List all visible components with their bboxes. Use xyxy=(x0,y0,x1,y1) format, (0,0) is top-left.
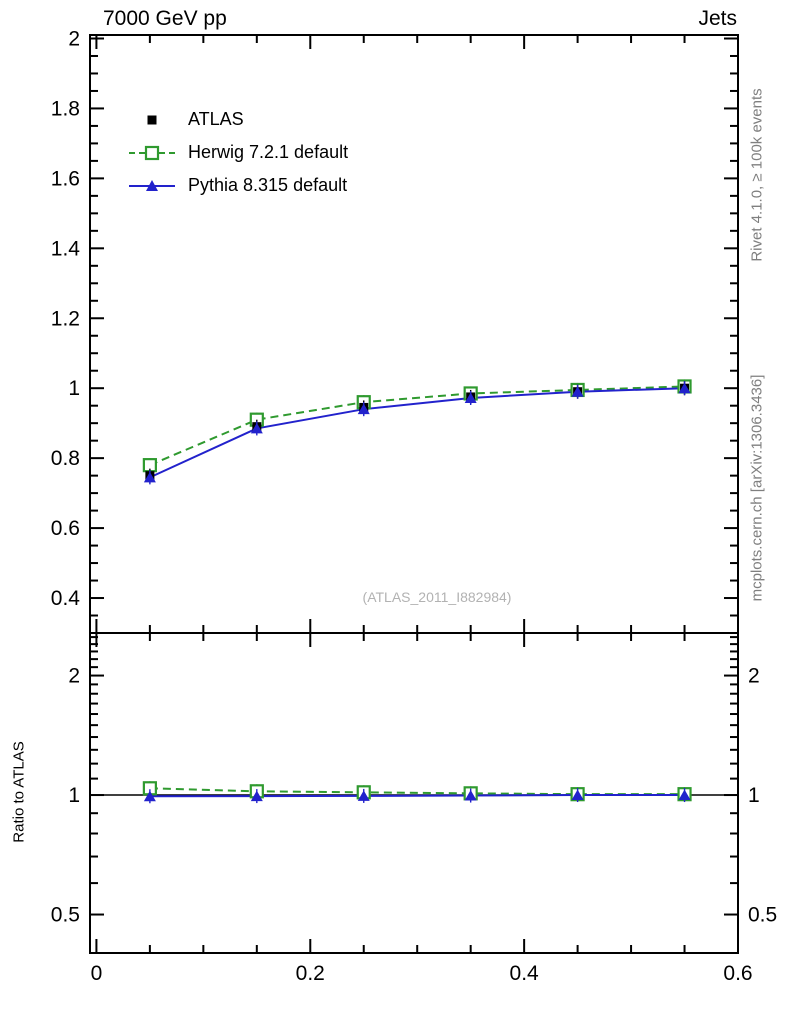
main-y-tick-label: 1.6 xyxy=(51,167,80,190)
data-point-marker xyxy=(571,789,584,801)
main-y-tick-label: 1 xyxy=(68,377,80,400)
series-line-main xyxy=(149,385,685,467)
data-point-marker xyxy=(357,790,370,801)
x-axis-tick-label: 0.2 xyxy=(296,962,325,985)
ratio-axis-label: Ratio to ATLAS xyxy=(10,741,28,843)
x-axis-tick-label: 0 xyxy=(91,962,103,985)
data-point-marker xyxy=(143,471,156,483)
data-point-marker xyxy=(250,790,263,802)
data-point-marker xyxy=(678,789,691,801)
legend-label-atlas: ATLAS xyxy=(188,109,244,129)
plot-title-right: Jets xyxy=(698,7,737,30)
legend-item-pythia: Pythia 8.315 default xyxy=(128,169,348,202)
rivet-version-note: Rivet 4.1.0, ≥ 100k events xyxy=(748,88,766,262)
herwig-marker-icon xyxy=(129,145,175,160)
data-point-marker xyxy=(678,382,691,394)
series-line-ratio xyxy=(149,794,685,798)
data-point-marker xyxy=(464,392,477,403)
main-y-tick-label: 0.4 xyxy=(51,587,81,610)
main-y-tick-label: 1.8 xyxy=(51,97,80,120)
x-axis-tick-label: 0.4 xyxy=(510,962,540,985)
main-y-tick-label: 1.2 xyxy=(51,307,80,330)
pythia-marker-icon xyxy=(129,179,175,191)
legend-item-atlas: ATLAS xyxy=(128,103,348,136)
data-point-marker xyxy=(571,386,584,397)
x-axis-tick-label: 0.6 xyxy=(723,962,752,985)
main-y-tick-label: 1.4 xyxy=(51,237,81,260)
mcplots-arxiv-note: mcplots.cern.ch [arXiv:1306.3436] xyxy=(748,374,766,602)
ratio-y-tick-label-left: 1 xyxy=(68,784,80,807)
ratio-y-tick-label-right: 2 xyxy=(748,665,760,688)
series-line-ratio xyxy=(149,787,685,796)
data-point-marker xyxy=(464,790,477,801)
main-y-tick-label: 0.8 xyxy=(51,447,80,470)
atlas-marker-icon xyxy=(147,115,157,124)
series-line-main xyxy=(149,387,685,479)
legend-item-herwig: Herwig 7.2.1 default xyxy=(128,136,348,169)
legend: ATLAS Herwig 7.2.1 default Pythia 8.315 … xyxy=(128,103,348,202)
ratio-y-tick-label-right: 1 xyxy=(748,784,760,807)
legend-label-pythia: Pythia 8.315 default xyxy=(188,175,348,195)
legend-label-herwig: Herwig 7.2.1 default xyxy=(188,142,349,162)
ratio-panel-frame xyxy=(89,632,739,954)
data-point-marker xyxy=(143,790,156,802)
plot-title-left: 7000 GeV pp xyxy=(103,7,227,30)
ratio-y-tick-label-left: 2 xyxy=(68,665,80,688)
data-point-marker xyxy=(250,422,263,434)
data-point-marker xyxy=(357,403,370,415)
analysis-id-watermark: (ATLAS_2011_I882984) xyxy=(362,589,512,605)
ratio-y-tick-label-right: 0.5 xyxy=(748,904,777,927)
main-y-tick-label: 2 xyxy=(68,27,80,50)
ratio-y-tick-label-left: 0.5 xyxy=(51,904,80,927)
main-y-tick-label: 0.6 xyxy=(51,517,80,540)
